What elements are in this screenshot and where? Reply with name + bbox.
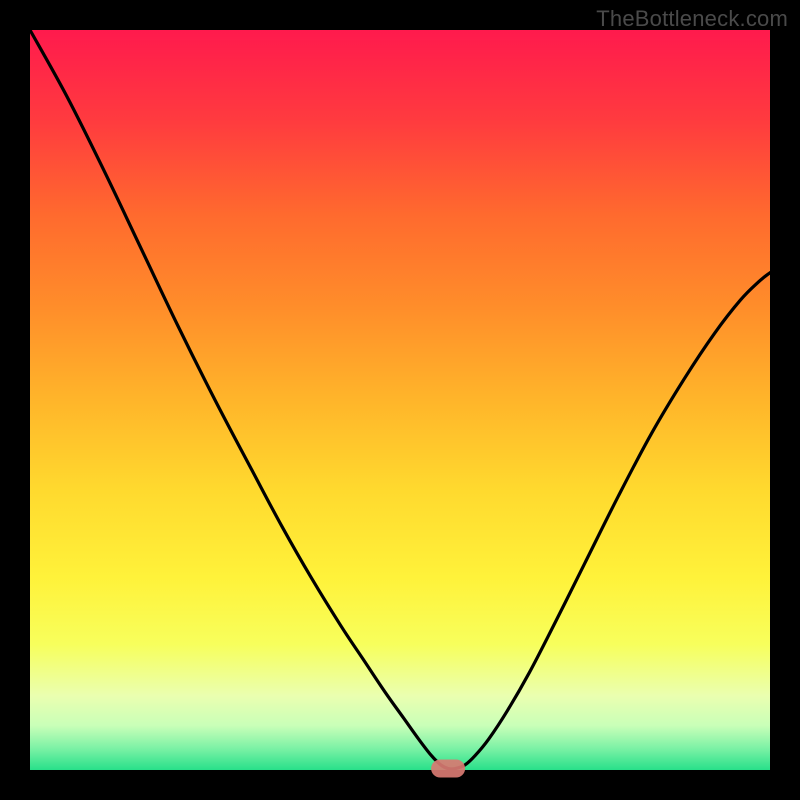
watermark-label: TheBottleneck.com [596,6,788,32]
chart-container: TheBottleneck.com [0,0,800,800]
bottleneck-chart [0,0,800,800]
plot-area [30,30,770,770]
optimal-marker [431,760,465,778]
